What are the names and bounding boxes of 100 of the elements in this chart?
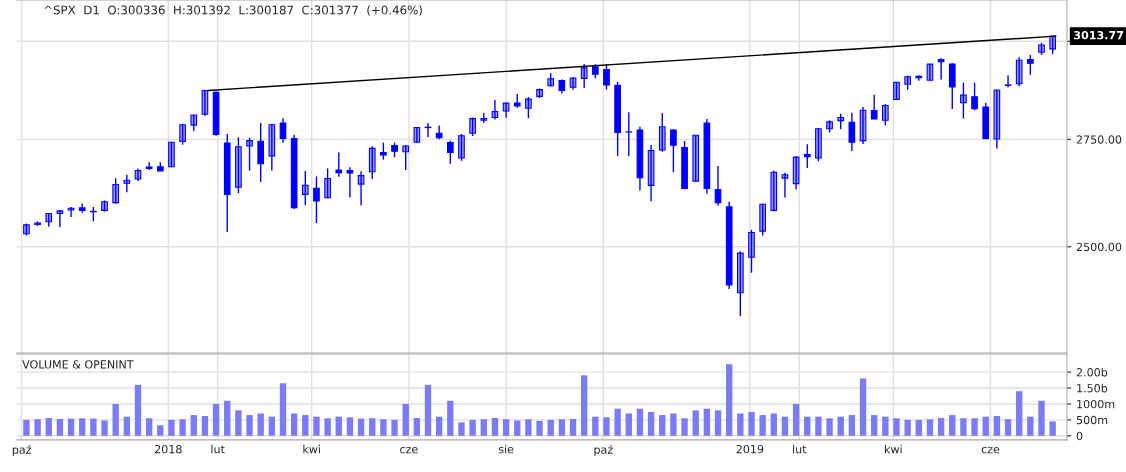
y-tick-label: 2500.00 [1076, 242, 1122, 252]
bar [848, 415, 856, 436]
candlestick [658, 112, 666, 153]
candlestick [446, 139, 454, 165]
bar [380, 419, 387, 436]
candlestick [469, 116, 476, 137]
candlestick [301, 170, 309, 206]
bar [302, 415, 309, 436]
bar [34, 419, 41, 436]
bar [179, 419, 186, 436]
x-tick-label: lut [211, 444, 225, 454]
candlestick [670, 128, 677, 173]
bar [625, 413, 632, 436]
bar [279, 383, 287, 436]
bar [971, 418, 978, 436]
candlestick [525, 96, 532, 119]
candlestick [168, 141, 175, 168]
bar [369, 418, 376, 436]
bar [201, 416, 209, 436]
bar [391, 419, 398, 436]
bar [502, 419, 510, 436]
bar [804, 416, 811, 436]
candlestick [179, 123, 186, 146]
bar [90, 418, 97, 436]
bar [871, 415, 878, 436]
candlestick [948, 62, 956, 110]
candlestick [112, 177, 120, 205]
bar [558, 419, 566, 436]
y-tick-label: 1000m [1077, 399, 1115, 409]
x-tick-label: kwi [885, 444, 902, 454]
bar [926, 419, 934, 436]
bar [815, 416, 822, 436]
bar [670, 413, 677, 436]
candlestick [803, 143, 811, 169]
bar [480, 419, 487, 436]
bar [1027, 416, 1034, 436]
bar [614, 408, 621, 436]
bar [603, 417, 610, 436]
candlestick [625, 111, 633, 157]
candlestick [926, 63, 934, 81]
candlestick [748, 229, 755, 274]
bar [525, 419, 532, 436]
bar [224, 400, 231, 436]
bar [1016, 391, 1023, 436]
candlestick [246, 137, 253, 172]
x-tick-label: sie [498, 444, 514, 454]
bar [960, 418, 967, 436]
bar [859, 378, 867, 436]
bar [458, 422, 465, 436]
bar [547, 419, 554, 436]
annotation: 3013.77 [1074, 30, 1124, 40]
bar [915, 419, 922, 436]
candlestick [1027, 54, 1034, 76]
candlestick [235, 136, 242, 194]
bar [982, 416, 989, 436]
bar [770, 413, 777, 436]
bar [781, 416, 789, 436]
bar [681, 418, 688, 436]
y-tick-label: 2.00b [1076, 367, 1108, 377]
bar [212, 403, 220, 436]
x-tick-label: lut [793, 444, 807, 454]
bar [759, 415, 766, 436]
bar [123, 416, 131, 436]
y-tick-label: 0 [1076, 431, 1083, 441]
bar [748, 411, 755, 436]
bar [357, 418, 365, 436]
bar [101, 420, 108, 436]
bar [937, 417, 945, 436]
bar [1004, 419, 1012, 436]
bar [569, 418, 577, 436]
candlestick [982, 102, 990, 141]
chart-title: VOLUME & OPENINT [22, 360, 134, 369]
bar [647, 411, 655, 436]
bar [469, 419, 476, 436]
bar [659, 415, 666, 436]
bar [335, 416, 342, 436]
bar [168, 419, 175, 436]
bar [246, 415, 253, 436]
bar [313, 416, 320, 436]
chart-title: ^SPX D1 O:300336 H:301392 L:300187 C:301377 (+0.46%) [44, 5, 422, 16]
candlestick [759, 203, 766, 237]
bar [1049, 421, 1056, 436]
bar [792, 403, 800, 436]
bar [592, 416, 599, 436]
bar [491, 417, 499, 436]
bar [324, 418, 331, 436]
bar [893, 418, 900, 436]
bar [424, 384, 432, 436]
candlestick [458, 133, 465, 162]
candlestick [736, 250, 744, 317]
candlestick [223, 133, 231, 233]
bar [536, 420, 543, 436]
x-tick-label: paź [12, 444, 32, 456]
bar [290, 413, 298, 436]
bar [79, 418, 86, 436]
bar [402, 403, 409, 436]
bar [692, 410, 699, 436]
bar [268, 416, 276, 436]
y-tick-label: 2750.00 [1076, 135, 1122, 144]
bar [1038, 400, 1045, 436]
